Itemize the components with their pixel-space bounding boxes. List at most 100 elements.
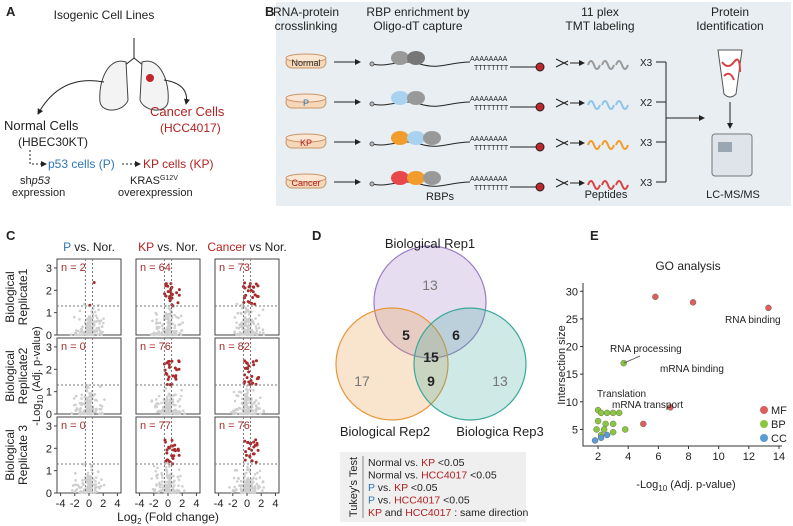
background-point — [253, 412, 257, 416]
background-point — [150, 477, 153, 480]
background-point — [89, 476, 93, 479]
x-tick-label: 6 — [655, 451, 661, 463]
background-point — [256, 322, 260, 326]
background-point — [173, 408, 177, 412]
significant-point — [254, 382, 258, 386]
set-label: Biological Rep2 — [340, 424, 430, 439]
background-point — [97, 308, 100, 312]
sample-label: P — [303, 98, 309, 108]
background-point — [250, 412, 254, 416]
background-point — [165, 461, 169, 465]
background-point — [102, 483, 106, 487]
background-point — [252, 486, 255, 490]
background-point — [254, 317, 257, 320]
significant-point — [177, 453, 181, 457]
significant-point — [165, 448, 169, 452]
background-point — [261, 308, 265, 312]
significant-point — [176, 301, 180, 305]
arrow — [37, 80, 105, 115]
label-part: and — [382, 507, 405, 519]
y-axis-label: Intersection size — [556, 325, 568, 404]
label: Normal Cells — [4, 118, 79, 133]
background-point — [239, 487, 243, 491]
background-point — [70, 412, 74, 415]
background-point — [234, 411, 238, 415]
label-part: <0.05 — [467, 470, 497, 482]
background-point — [166, 488, 170, 491]
set-label: Biological Rep1 — [385, 236, 475, 251]
background-point — [233, 316, 237, 319]
y-axis-label: -Log10 (Adj. p-value) — [31, 326, 45, 425]
background-point — [257, 326, 261, 330]
background-point — [250, 482, 254, 486]
background-point — [240, 306, 244, 310]
background-point — [165, 470, 169, 474]
significant-point — [167, 365, 171, 369]
row-label: Biological — [3, 350, 17, 401]
background-point — [255, 477, 258, 481]
background-point — [169, 491, 173, 495]
background-point — [165, 483, 169, 487]
background-point — [181, 409, 185, 412]
label: overexpression — [118, 187, 193, 199]
label: P vs. KP <0.05 — [368, 482, 438, 494]
count: 15 — [423, 349, 439, 365]
background-point — [181, 321, 185, 324]
significant-point — [171, 374, 175, 378]
background-point — [176, 475, 180, 479]
background-point — [157, 489, 161, 493]
set-label: Biologica Rep3 — [456, 424, 543, 439]
background-point — [84, 412, 88, 415]
background-point — [165, 473, 169, 477]
label: KP vs. Nor. — [138, 240, 198, 254]
significant-point — [243, 286, 247, 290]
scissors — [555, 98, 569, 108]
label: P vs. Nor. — [63, 240, 115, 254]
background-point — [89, 329, 92, 333]
background-point — [97, 326, 101, 330]
background-point — [168, 463, 171, 467]
label: shp53 — [20, 175, 51, 187]
background-point — [166, 486, 169, 489]
background-point — [255, 482, 259, 486]
background-point — [73, 483, 76, 487]
count: 13 — [422, 277, 438, 293]
poly-t: TTTTTTTT — [474, 65, 509, 72]
arrow — [163, 79, 190, 105]
point — [597, 409, 605, 417]
significant-point — [254, 438, 258, 442]
background-point — [259, 412, 262, 415]
background-point — [161, 486, 165, 489]
background-point — [256, 471, 259, 475]
background-point — [89, 491, 92, 495]
significant-point — [247, 370, 251, 374]
background-point — [259, 396, 262, 399]
n-label: n = 73 — [219, 262, 250, 274]
background-point — [239, 311, 243, 315]
background-point — [233, 399, 237, 403]
y-tick-label: 15 — [566, 369, 578, 381]
background-point — [253, 489, 257, 493]
label-part: 10 — [36, 394, 45, 403]
label-part: HCC4017 — [394, 495, 440, 507]
background-point — [244, 315, 247, 319]
bead — [535, 102, 545, 112]
n-label: n = 76 — [140, 341, 171, 353]
background-point — [79, 330, 82, 334]
step-title: Identification — [696, 19, 763, 33]
background-point — [254, 325, 258, 328]
background-point — [250, 409, 254, 413]
background-point — [258, 486, 261, 489]
background-point — [69, 333, 73, 337]
background-point — [235, 326, 239, 329]
background-point — [166, 411, 170, 415]
x-tick-label: -4 — [214, 498, 224, 510]
label-part: 2 — [137, 517, 142, 526]
background-point — [93, 320, 96, 323]
background-point — [86, 332, 90, 335]
row-label: Replicate1 — [16, 268, 30, 325]
volcano-grid: P vs. Nor. KP vs. Nor. Cancer vs Nor.Biolo… — [3, 240, 287, 526]
label-part: (Adj. p-value) — [31, 326, 43, 394]
